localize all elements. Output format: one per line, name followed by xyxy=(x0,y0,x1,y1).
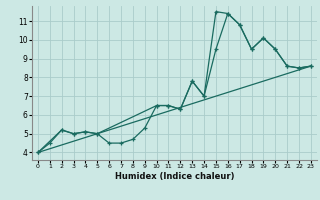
X-axis label: Humidex (Indice chaleur): Humidex (Indice chaleur) xyxy=(115,172,234,181)
